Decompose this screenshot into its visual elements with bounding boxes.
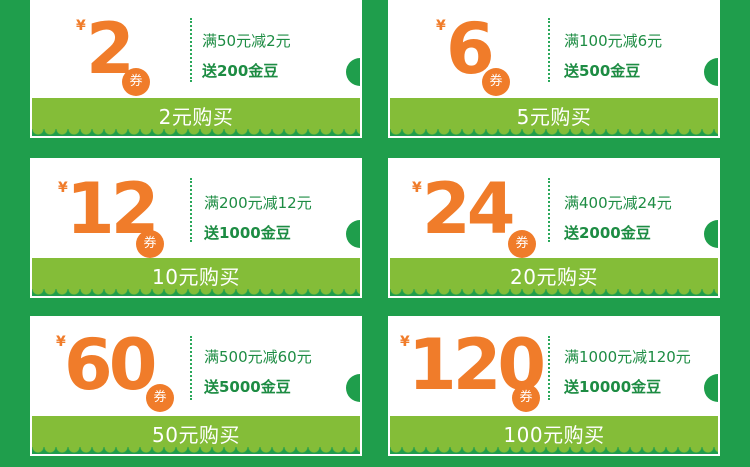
coupon-condition: 满50元减2元 <box>202 32 291 50</box>
coupon-badge: 券 <box>146 384 174 412</box>
coupon-condition: 满1000元减120元 <box>564 348 691 366</box>
coupon-condition: 满400元减24元 <box>564 194 672 212</box>
coupon-card[interactable]: ¥ 120 券 满1000元减120元 送10000金豆 100元购买 <box>388 316 720 456</box>
coupon-card[interactable]: ¥ 6 券 满100元减6元 送500金豆 5元购买 <box>388 0 720 138</box>
coupon-divider <box>548 178 550 242</box>
coupon-face <box>390 318 718 418</box>
coupon-face <box>32 160 360 260</box>
buy-button[interactable]: 20元购买 <box>390 258 718 296</box>
currency-symbol: ¥ <box>436 18 446 34</box>
buy-button[interactable]: 5元购买 <box>390 98 718 136</box>
coupon-bonus: 送5000金豆 <box>204 378 291 396</box>
coupon-amount: 60 <box>64 324 157 406</box>
coupon-notch <box>704 58 718 86</box>
coupon-face <box>32 318 360 418</box>
coupon-condition: 满200元减12元 <box>204 194 312 212</box>
buy-button[interactable]: 2元购买 <box>32 98 360 136</box>
coupon-face <box>32 0 360 100</box>
coupon-divider <box>190 178 192 242</box>
coupon-face <box>390 0 718 100</box>
buy-button[interactable]: 100元购买 <box>390 416 718 454</box>
coupon-badge: 券 <box>512 384 540 412</box>
coupon-bonus: 送2000金豆 <box>564 224 651 242</box>
currency-symbol: ¥ <box>412 180 422 196</box>
coupon-condition: 满500元减60元 <box>204 348 312 366</box>
currency-symbol: ¥ <box>56 334 66 350</box>
coupon-amount: 24 <box>422 168 515 250</box>
coupon-divider <box>190 336 192 400</box>
coupon-bonus: 送10000金豆 <box>564 378 662 396</box>
coupon-face <box>390 160 718 260</box>
coupon-card[interactable]: ¥ 2 券 满50元减2元 送200金豆 2元购买 <box>30 0 362 138</box>
currency-symbol: ¥ <box>76 18 86 34</box>
coupon-badge: 券 <box>482 68 510 96</box>
currency-symbol: ¥ <box>400 334 410 350</box>
coupon-bonus: 送500金豆 <box>564 62 641 80</box>
coupon-condition: 满100元减6元 <box>564 32 663 50</box>
coupon-notch <box>346 220 360 248</box>
coupon-card[interactable]: ¥ 12 券 满200元减12元 送1000金豆 10元购买 <box>30 158 362 298</box>
coupon-badge: 券 <box>122 68 150 96</box>
coupon-badge: 券 <box>508 230 536 258</box>
coupon-divider <box>190 18 192 82</box>
buy-button[interactable]: 50元购买 <box>32 416 360 454</box>
coupon-notch <box>346 374 360 402</box>
coupon-notch <box>704 374 718 402</box>
coupon-divider <box>548 336 550 400</box>
currency-symbol: ¥ <box>58 180 68 196</box>
coupon-divider <box>548 18 550 82</box>
coupon-bonus: 送1000金豆 <box>204 224 291 242</box>
coupon-card[interactable]: ¥ 60 券 满500元减60元 送5000金豆 50元购买 <box>30 316 362 456</box>
buy-button[interactable]: 10元购买 <box>32 258 360 296</box>
coupon-badge: 券 <box>136 230 164 258</box>
coupon-notch <box>346 58 360 86</box>
coupon-notch <box>704 220 718 248</box>
coupon-card[interactable]: ¥ 24 券 满400元减24元 送2000金豆 20元购买 <box>388 158 720 298</box>
coupon-bonus: 送200金豆 <box>202 62 279 80</box>
